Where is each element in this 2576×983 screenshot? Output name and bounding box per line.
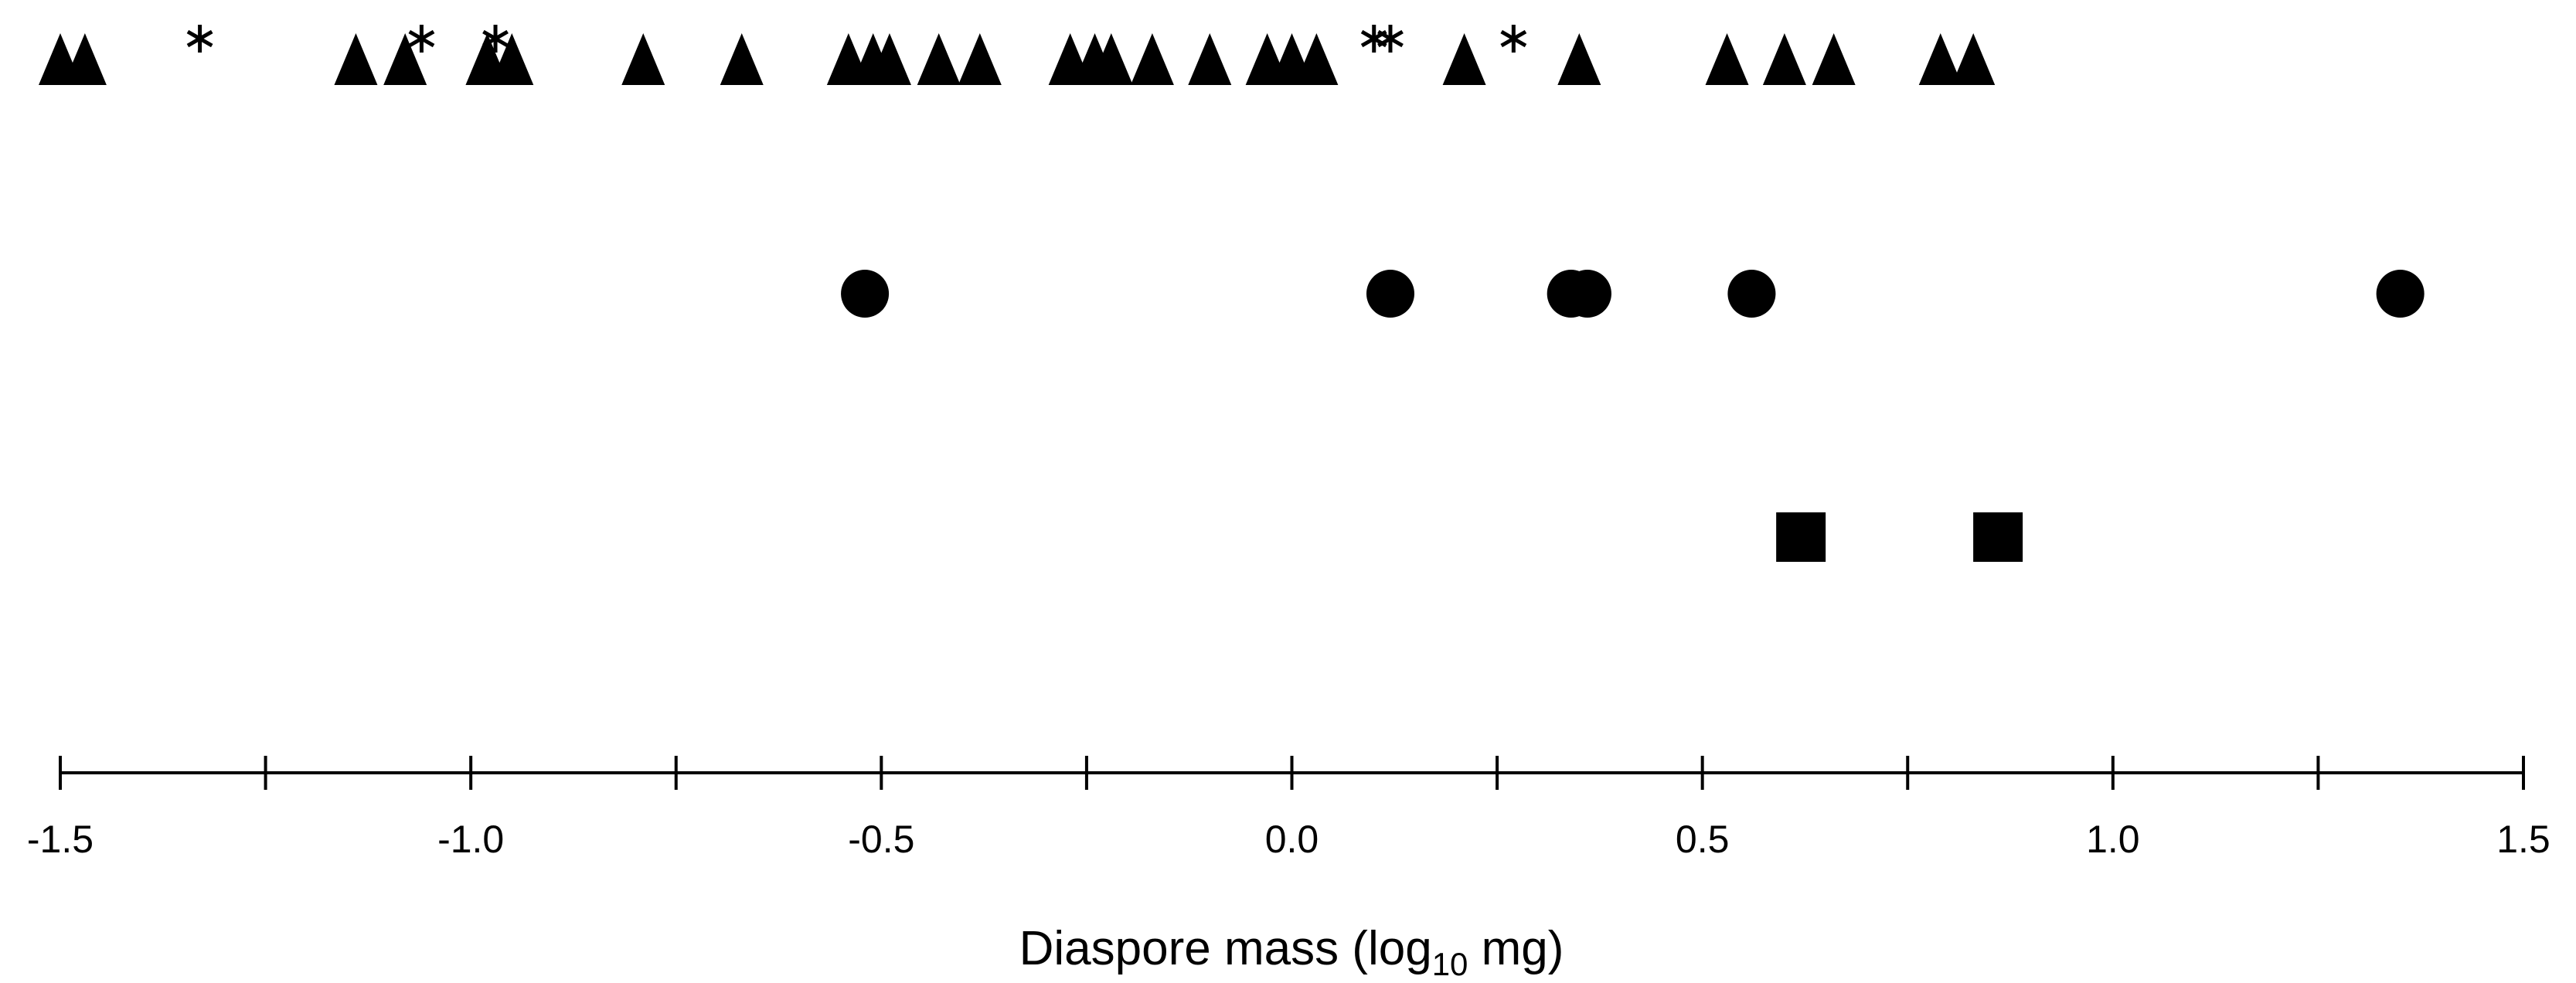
asterisk-marker [408, 25, 435, 53]
square-marker [1776, 512, 1826, 562]
triangle-marker [958, 33, 1002, 85]
triangle-marker [720, 33, 764, 85]
triangle-marker [63, 33, 107, 85]
asterisk-marker [1377, 25, 1404, 53]
circle-marker [2376, 270, 2425, 318]
triangle-marker [1188, 33, 1232, 85]
x-tick-label: -0.5 [848, 818, 914, 861]
x-tick-label: -1.0 [437, 818, 504, 861]
x-axis-tick-labels: -1.5 -1.0 -0.5 0.0 0.5 1.0 1.5 [27, 818, 2550, 861]
triangle-marker [1952, 33, 1996, 85]
asterisk-marker [186, 25, 213, 53]
asterisk-marker [1500, 25, 1527, 53]
asterisk-marker [1360, 25, 1387, 53]
data-markers [39, 25, 2425, 562]
triangle-marker [490, 33, 534, 85]
triangle-marker [1089, 33, 1133, 85]
triangle-marker [917, 33, 961, 85]
x-tick-label: 0.0 [1265, 818, 1319, 861]
x-axis-title: Diaspore mass (log10 mg) [1019, 922, 1564, 982]
circle-marker [1727, 270, 1776, 318]
triangle-marker [621, 33, 665, 85]
triangle-marker [1705, 33, 1749, 85]
triangle-marker [383, 33, 427, 85]
triangle-marker [1762, 33, 1806, 85]
asterisk-marker [482, 25, 509, 53]
triangle-marker [334, 33, 378, 85]
x-tick-label: 1.0 [2086, 818, 2140, 861]
circle-marker [841, 270, 890, 318]
x-tick-label: 1.5 [2496, 818, 2550, 861]
x-tick-label: 0.5 [1676, 818, 1730, 861]
circle-marker [1563, 270, 1611, 318]
triangle-marker [1130, 33, 1174, 85]
triangle-marker [1295, 33, 1339, 85]
circle-marker [1366, 270, 1414, 318]
triangle-marker [1442, 33, 1486, 85]
square-marker [1973, 512, 2023, 562]
x-tick-label: -1.5 [27, 818, 94, 861]
triangle-marker [1557, 33, 1601, 85]
x-axis-ticks [59, 756, 2525, 790]
triangle-marker [1812, 33, 1856, 85]
triangle-marker [1918, 33, 1962, 85]
triangle-marker [867, 33, 911, 85]
